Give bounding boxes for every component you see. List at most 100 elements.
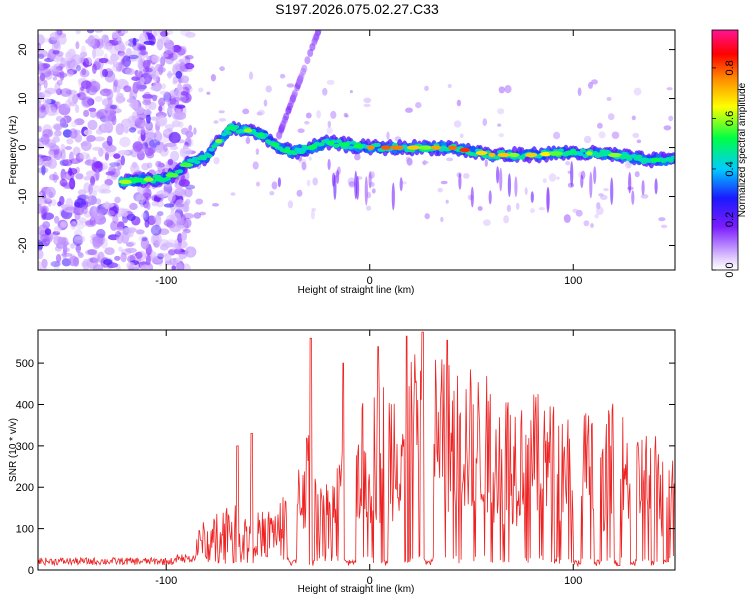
noise-blob — [154, 214, 162, 227]
noise-blob — [591, 79, 598, 85]
noise-blob — [603, 188, 609, 192]
noise-blob — [160, 30, 169, 37]
noise-blob — [76, 64, 81, 72]
noise-blob — [140, 127, 146, 135]
noise-blob — [73, 129, 81, 135]
snr-xlabel: Height of straight line (km) — [298, 584, 415, 595]
noise-blob — [583, 135, 592, 144]
noise-blob — [89, 109, 97, 118]
noise-blob — [65, 51, 72, 62]
noise-blob — [590, 223, 594, 228]
noise-blob — [538, 207, 546, 211]
noise-blob — [598, 131, 606, 139]
noise-blob — [41, 258, 48, 269]
noise-blob — [106, 210, 116, 216]
ridge-cell — [350, 140, 357, 145]
streak — [277, 177, 281, 188]
colorbar-tick-label: 0.0 — [724, 262, 736, 277]
ridge-cell — [194, 160, 201, 165]
noise-blob — [125, 48, 132, 56]
noise-blob — [218, 118, 227, 122]
noise-blob — [148, 128, 154, 133]
noise-blob — [47, 128, 54, 137]
streak — [610, 177, 614, 205]
noise-blob — [106, 262, 118, 269]
noise-blob — [85, 249, 97, 256]
y-tick-label: 10 — [17, 92, 29, 104]
ridge-cell — [558, 148, 564, 153]
noise-blob — [256, 181, 260, 187]
noise-blob — [42, 124, 52, 136]
ridge-cell — [577, 152, 584, 157]
noise-blob — [186, 138, 194, 148]
noise-blob — [666, 87, 673, 91]
noise-blob — [606, 97, 612, 101]
noise-blob — [38, 261, 42, 270]
noise-blob — [81, 67, 87, 76]
snr-series-line — [38, 331, 675, 568]
noise-blob — [55, 253, 62, 263]
noise-blob — [51, 199, 57, 206]
noise-blob — [146, 55, 151, 61]
noise-blob — [169, 145, 179, 150]
noise-blob — [206, 91, 211, 95]
noise-blob — [59, 195, 65, 206]
ridge-cell — [494, 155, 501, 160]
noise-blob — [145, 121, 154, 131]
noise-blob — [80, 51, 88, 58]
noise-blob — [53, 215, 60, 224]
noise-blob — [150, 224, 162, 236]
noise-blob — [156, 252, 168, 258]
ridge-core — [608, 152, 623, 158]
noise-blob — [183, 62, 195, 70]
noise-blob — [563, 214, 571, 223]
noise-blob — [218, 110, 225, 114]
noise-blob — [140, 264, 150, 270]
noise-blob — [159, 90, 169, 96]
colorbar-tick-label: 0.2 — [724, 212, 736, 227]
noise-blob — [178, 262, 184, 270]
noise-blob — [50, 261, 61, 267]
noise-blob — [121, 30, 129, 34]
ridge-core — [165, 173, 179, 178]
ridge-cell — [582, 154, 589, 159]
ridge-core — [637, 157, 651, 162]
noise-blob — [67, 94, 76, 106]
ridge-core — [366, 145, 375, 150]
noise-blob — [109, 104, 118, 110]
noise-blob — [565, 161, 571, 166]
noise-blob — [150, 85, 162, 91]
noise-blob — [38, 109, 42, 119]
y-tick-label: 400 — [16, 399, 34, 411]
noise-blob — [136, 229, 145, 235]
noise-blob — [117, 50, 125, 56]
noise-blob — [122, 212, 128, 217]
noise-blob — [75, 30, 81, 35]
spectrogram-image — [38, 30, 675, 270]
noise-blob — [282, 115, 288, 124]
noise-blob — [172, 44, 182, 53]
streak — [641, 180, 645, 196]
noise-blob — [181, 45, 188, 54]
noise-blob — [99, 183, 110, 192]
streak — [488, 190, 492, 205]
noise-blob — [54, 30, 61, 39]
noise-blob — [156, 211, 164, 217]
noise-blob — [70, 220, 77, 230]
noise-blob — [107, 59, 115, 65]
ridge-core — [326, 140, 335, 145]
noise-blob — [172, 97, 182, 102]
noise-blob — [175, 258, 181, 264]
noise-blob — [38, 53, 45, 59]
noise-blob — [62, 129, 73, 138]
noise-blob — [185, 130, 194, 138]
noise-blob — [484, 159, 488, 167]
noise-blob — [109, 162, 121, 167]
noise-blob — [63, 204, 75, 213]
noise-blob — [74, 198, 87, 208]
noise-blob — [104, 152, 109, 161]
noise-blob — [660, 224, 668, 229]
noise-blob — [184, 54, 194, 60]
noise-blob — [213, 120, 219, 124]
ridge-core — [406, 145, 421, 150]
